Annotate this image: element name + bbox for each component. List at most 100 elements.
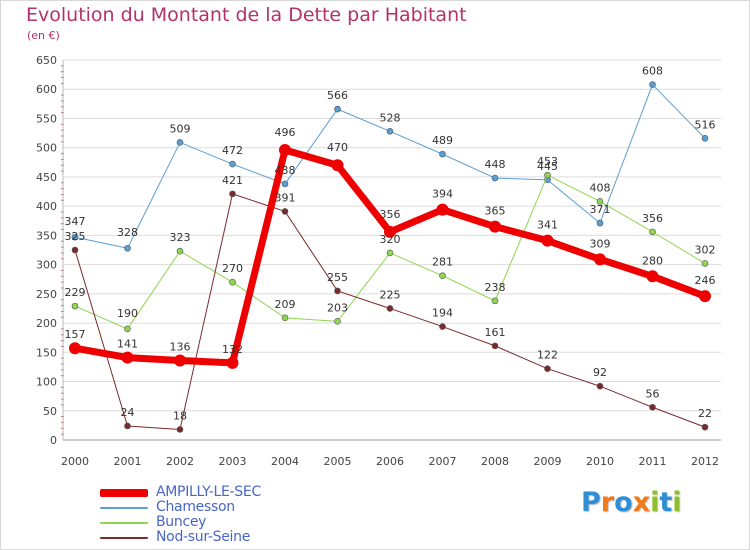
data-point [281, 314, 289, 322]
y-tick-label: 0 [50, 434, 57, 447]
y-tick-label: 350 [36, 229, 57, 242]
data-label: 448 [485, 158, 506, 171]
data-label: 516 [695, 118, 716, 131]
logo-letter: P [581, 487, 601, 518]
data-label: 320 [380, 233, 401, 246]
data-label: 323 [170, 231, 191, 244]
data-point [436, 203, 449, 216]
logo-letter: x [632, 487, 651, 518]
data-point [544, 171, 551, 179]
data-label: 472 [222, 144, 243, 157]
data-label: 365 [485, 205, 506, 218]
data-label: 489 [432, 134, 453, 147]
data-label: 161 [485, 326, 506, 339]
chart-unit-label: (en €) [27, 29, 60, 42]
y-tick-label: 200 [36, 317, 57, 330]
data-point [649, 228, 656, 236]
data-label: 325 [65, 230, 86, 243]
data-label: 445 [537, 160, 558, 173]
data-label: 157 [65, 328, 86, 341]
data-point [646, 270, 659, 283]
legend-label: Buncey [156, 514, 207, 530]
y-tick-label: 600 [36, 83, 57, 96]
legend-swatch [100, 507, 148, 509]
x-tick-label: 2010 [586, 455, 614, 468]
data-label: 356 [380, 208, 401, 221]
data-label: 328 [117, 226, 138, 239]
logo-letter: i [650, 487, 660, 518]
data-point [701, 260, 709, 267]
data-point [491, 174, 499, 182]
x-tick-label: 2001 [114, 455, 142, 468]
data-label: 209 [275, 298, 296, 311]
data-point [279, 144, 291, 157]
data-point [541, 234, 554, 247]
data-label: 421 [222, 174, 243, 187]
data-point [281, 180, 289, 188]
data-point [331, 159, 344, 172]
y-tick-label: 250 [36, 288, 57, 301]
data-label: 238 [485, 281, 506, 294]
data-point [596, 219, 604, 227]
data-label: 470 [327, 141, 348, 154]
y-tick-label: 100 [36, 376, 57, 389]
data-point [649, 403, 656, 411]
x-tick-label: 2000 [61, 455, 89, 468]
legend-label: AMPILLY-LE-SEC [156, 484, 261, 500]
y-tick-label: 300 [36, 259, 57, 272]
data-point [491, 297, 499, 305]
data-point [386, 128, 394, 135]
data-point [176, 426, 184, 433]
x-tick-label: 2012 [691, 455, 719, 468]
data-label: 453 [537, 155, 558, 168]
data-label: 391 [275, 191, 296, 204]
data-label: 280 [642, 254, 663, 267]
data-label: 255 [327, 271, 348, 284]
data-label: 122 [537, 349, 558, 362]
data-point [439, 272, 446, 280]
y-tick-label: 50 [43, 405, 57, 418]
data-point [386, 305, 394, 312]
data-label: 347 [65, 215, 86, 228]
legend-swatch [100, 522, 148, 524]
data-point [701, 423, 709, 431]
data-label: 56 [646, 387, 660, 400]
series-line-chamesson [74, 84, 706, 249]
data-label: 496 [275, 126, 296, 139]
y-tick-label: 150 [36, 346, 57, 359]
data-label: 225 [380, 288, 401, 301]
data-label: 132 [222, 343, 243, 356]
data-label: 438 [275, 164, 296, 177]
data-label: 92 [593, 366, 607, 379]
y-tick-label: 450 [36, 171, 57, 184]
data-point [596, 382, 604, 390]
x-tick-label: 2003 [219, 455, 247, 468]
x-tick-label: 2002 [166, 455, 194, 468]
data-label: 566 [327, 89, 348, 102]
data-label: 141 [117, 338, 138, 351]
data-label: 309 [590, 237, 611, 250]
data-point [384, 225, 396, 238]
data-label: 608 [642, 65, 663, 78]
data-label: 394 [432, 188, 453, 201]
data-point [71, 302, 79, 310]
logo-letter: o [614, 487, 633, 518]
legend-swatch [100, 489, 148, 497]
legend-label: Chamesson [156, 499, 235, 515]
logo-letter: t [659, 487, 673, 518]
x-tick-label: 2005 [324, 455, 352, 468]
data-point [594, 253, 606, 266]
data-point [334, 318, 341, 325]
x-tick-label: 2004 [271, 455, 299, 468]
chart-title: Evolution du Montant de la Dette par Hab… [26, 4, 467, 26]
x-tick-label: 2007 [429, 455, 457, 468]
data-point [226, 356, 239, 369]
legend-label: Nod-sur-Seine [156, 529, 251, 545]
data-label: 341 [537, 219, 558, 232]
data-point [491, 342, 499, 350]
data-label: 528 [380, 111, 401, 124]
legend-swatch [100, 537, 148, 539]
logo-letter: r [600, 487, 615, 518]
